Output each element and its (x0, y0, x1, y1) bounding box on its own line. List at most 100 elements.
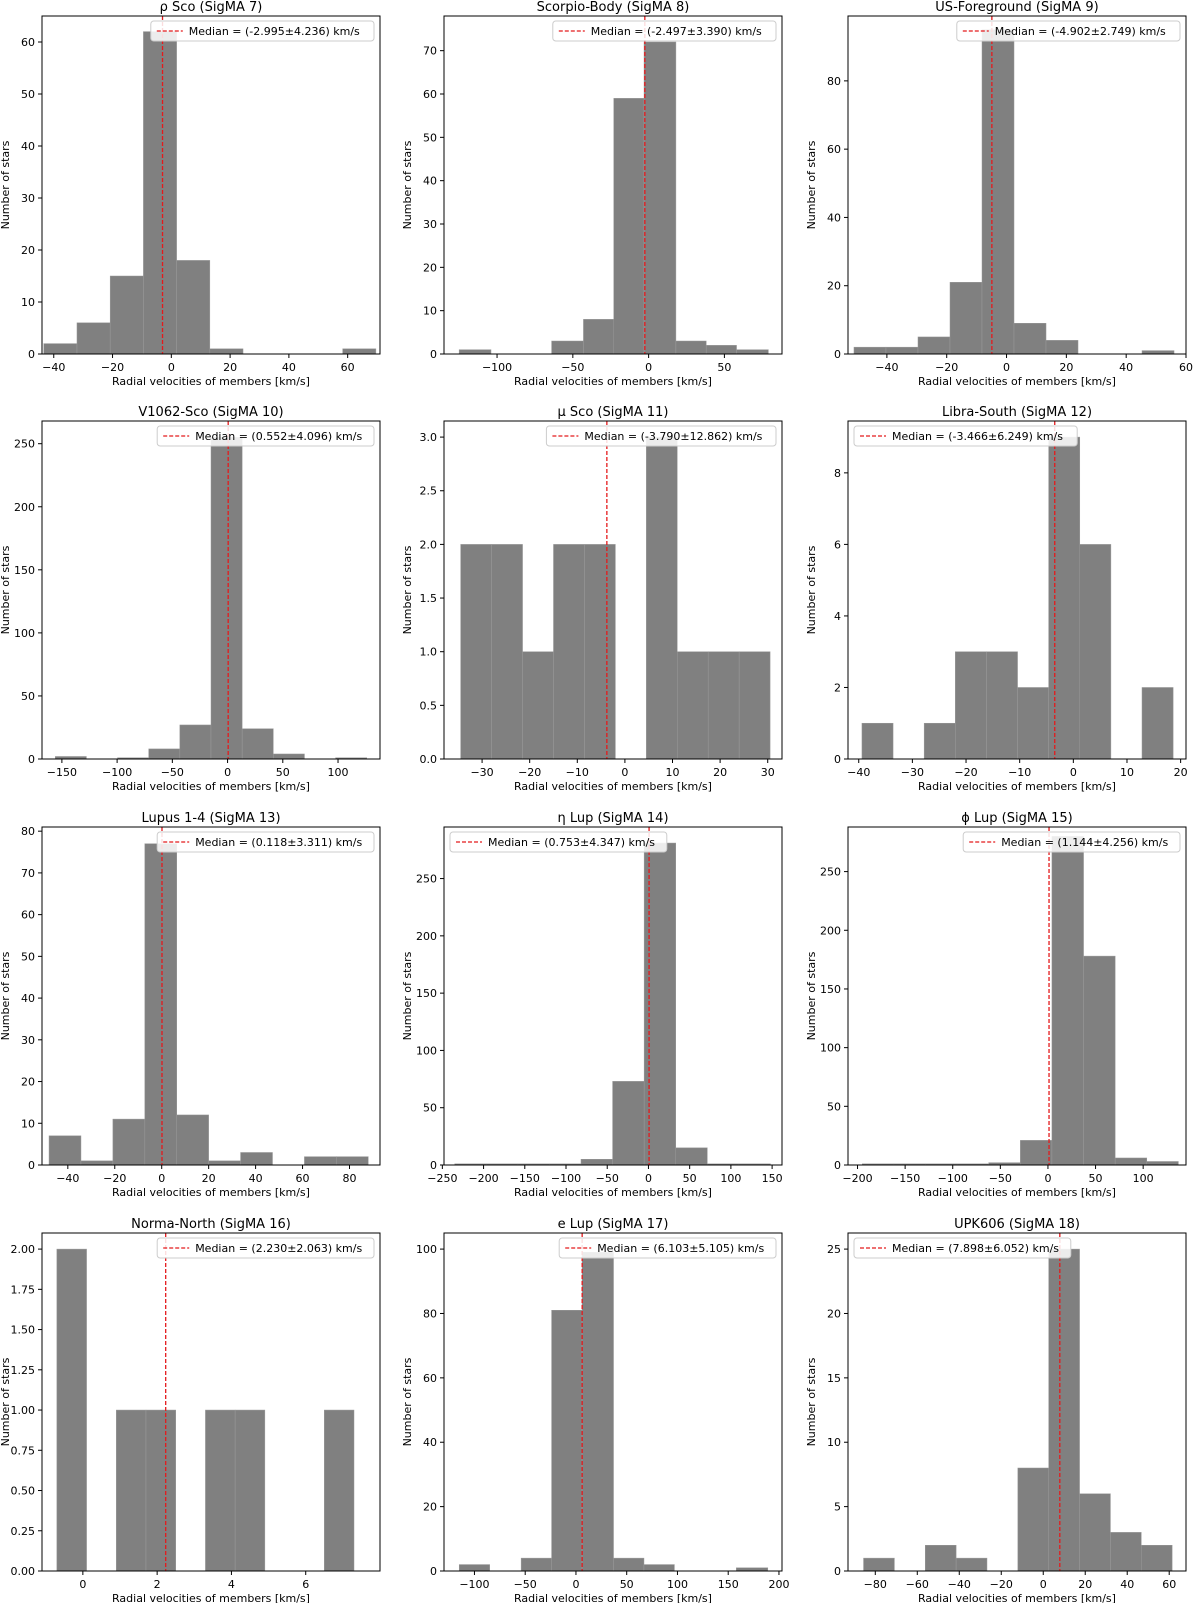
y-tick-label: 200 (820, 924, 841, 937)
x-tick-label: −10 (566, 766, 589, 779)
x-tick-label: 0 (1070, 766, 1077, 779)
y-tick-label: 50 (21, 950, 35, 963)
subplot-12: −80 −60 −40 −20 0 20 40 60 0 5 10 15 20 25 UPK606 (Sig… (805, 1217, 1187, 1603)
legend-label: Median = (2.230±2.063) km/s (195, 1242, 362, 1255)
subplot-title: η Lup (SigMA 14) (557, 811, 668, 826)
histogram-bar (240, 1152, 273, 1165)
x-tick-label: 10 (666, 766, 680, 779)
x-tick-label: 0 (645, 361, 652, 374)
histogram-bar (551, 1310, 583, 1571)
y-axis-label: Number of stars (0, 951, 12, 1040)
subplot-6: −40 −30 −20 −10 0 10 20 0 2 4 6 8 Libra-South (SigMA… (805, 405, 1188, 793)
histogram-bar (1048, 1248, 1080, 1571)
histogram-bar (143, 31, 177, 354)
x-tick-label: −40 (847, 766, 870, 779)
histogram-bar (1141, 1545, 1173, 1571)
y-tick-label: 25 (827, 1243, 841, 1256)
y-axis-label: Number of stars (0, 545, 12, 634)
axes-frame (847, 15, 1187, 355)
subplot-11: −100 −50 0 50 100 150 200 0 20 40 60 80 100 e Lup (Si… (401, 1217, 789, 1603)
y-axis-label: Number of stars (805, 1357, 818, 1446)
x-tick-label: −20 (518, 766, 541, 779)
y-tick-label: 2 (834, 681, 841, 694)
x-tick-label: 4 (228, 1578, 235, 1591)
y-tick-label: 20 (423, 1501, 437, 1514)
x-tick-label: −200 (842, 1172, 872, 1185)
y-tick-label: 20 (21, 1076, 35, 1089)
histogram-bar (241, 728, 274, 759)
legend-box (156, 1237, 375, 1259)
x-tick-label: 200 (768, 1578, 789, 1591)
x-tick-label: −30 (901, 766, 924, 779)
legend: Median = (0.552±4.096) km/s (156, 425, 375, 447)
x-tick-label: −30 (470, 766, 493, 779)
x-tick-label: 50 (276, 766, 290, 779)
x-axis-label: Radial velocities of members [km/s] (112, 1592, 310, 1603)
y-tick-label: 0 (834, 753, 841, 766)
x-tick-label: 150 (762, 1172, 783, 1185)
x-tick-label: 0 (79, 1578, 86, 1591)
y-tick-label: 6 (834, 538, 841, 551)
legend: Median = (1.144±4.256) km/s (962, 831, 1181, 853)
histogram-bar (205, 1409, 236, 1571)
y-tick-label: 1.5 (420, 592, 438, 605)
y-tick-label: 60 (827, 143, 841, 156)
histogram-bar (643, 1564, 675, 1571)
x-axis-label: Radial velocities of members [km/s] (514, 1186, 712, 1199)
histogram-bar (705, 345, 737, 354)
x-axis-label: Radial velocities of members [km/s] (918, 1592, 1116, 1603)
x-tick-label: 80 (342, 1172, 356, 1185)
y-tick-label: 250 (416, 873, 437, 886)
x-tick-label: −100 (102, 766, 132, 779)
y-tick-label: 60 (423, 88, 437, 101)
x-tick-label: −150 (890, 1172, 920, 1185)
histogram-bars (55, 437, 368, 759)
x-tick-label: 0 (224, 766, 231, 779)
x-axis-label: Radial velocities of members [km/s] (514, 780, 712, 793)
y-axis-label: Number of stars (401, 545, 414, 634)
legend: Median = (-2.995±4.236) km/s (150, 20, 375, 42)
histogram-bar (1013, 323, 1047, 354)
histogram-bar (613, 1557, 645, 1571)
histogram-bars (454, 842, 771, 1165)
histogram-bars (863, 1248, 1173, 1571)
y-tick-label: 0.50 (11, 1485, 36, 1498)
y-axis-label: Number of stars (401, 951, 414, 1040)
x-tick-label: −20 (954, 766, 977, 779)
y-tick-label: 100 (820, 1042, 841, 1055)
x-tick-label: −100 (482, 361, 512, 374)
y-tick-label: 0 (430, 348, 437, 361)
histogram-bar (209, 348, 244, 354)
x-tick-label: 50 (683, 1172, 697, 1185)
x-tick-label: 50 (717, 361, 731, 374)
x-axis-label: Radial velocities of members [km/s] (112, 780, 310, 793)
x-tick-label: 20 (223, 361, 237, 374)
histogram-bars (458, 1252, 769, 1571)
legend-label: Median = (0.753±4.347) km/s (488, 836, 655, 849)
histogram-bar (1051, 836, 1084, 1165)
x-tick-label: 0 (1040, 1578, 1047, 1591)
y-tick-label: 20 (827, 1307, 841, 1320)
x-tick-label: 20 (1174, 766, 1188, 779)
x-tick-label: 40 (282, 361, 296, 374)
y-tick-label: 1.00 (11, 1404, 36, 1417)
y-tick-label: 250 (14, 438, 35, 451)
histogram-bar (1110, 1532, 1142, 1571)
histogram-bar (986, 651, 1018, 759)
y-tick-label: 0 (28, 348, 35, 361)
histogram-bar (863, 1557, 895, 1571)
y-tick-label: 150 (820, 983, 841, 996)
y-axis-label: Number of stars (401, 140, 414, 229)
histogram-bar (520, 1557, 552, 1571)
legend: Median = (-3.790±12.862) km/s (545, 425, 777, 447)
x-tick-label: 100 (667, 1578, 688, 1591)
histogram-bar (917, 336, 951, 354)
histogram-bar (583, 319, 615, 354)
histogram-bar (56, 1248, 87, 1571)
y-tick-label: 10 (827, 1436, 841, 1449)
y-tick-label: 80 (21, 825, 35, 838)
histogram-bar (675, 340, 707, 354)
x-axis-label: Radial velocities of members [km/s] (514, 1592, 712, 1603)
x-tick-label: 20 (1059, 361, 1073, 374)
x-tick-label: −250 (427, 1172, 457, 1185)
